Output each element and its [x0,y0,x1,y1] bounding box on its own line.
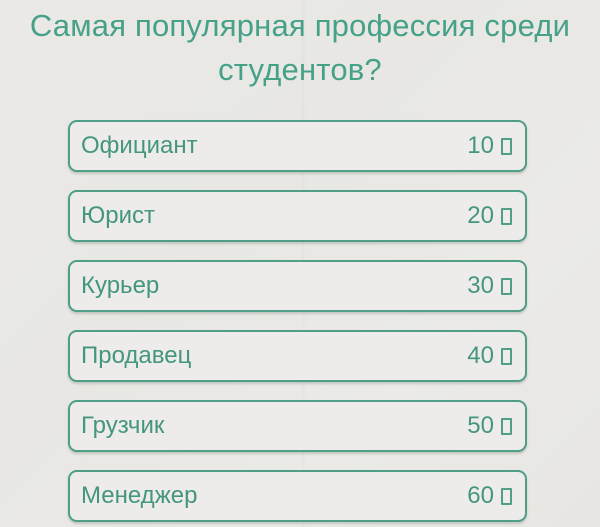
missing-glyph-box-icon [501,417,512,435]
answers-list: Официант 10 Юрист 20 Курьер 30 Продавец … [68,120,527,527]
answer-label: Официант [81,132,198,159]
missing-glyph-box-icon [501,207,512,225]
missing-glyph-box-icon [501,347,512,365]
answer-button-6[interactable]: Менеджер 60 [68,470,527,522]
missing-glyph-box-icon [501,277,512,295]
question-title: Самая популярная профессия среди студент… [29,8,571,87]
answer-button-1[interactable]: Официант 10 [68,120,527,172]
answer-label: Грузчик [81,412,165,439]
answer-points: 50 [467,412,494,439]
answer-points: 20 [467,202,494,229]
answer-points: 60 [467,482,494,509]
answer-button-2[interactable]: Юрист 20 [68,190,527,242]
answer-points: 10 [467,132,494,159]
answer-label: Юрист [81,202,155,229]
missing-glyph-box-icon [501,137,512,155]
answer-button-3[interactable]: Курьер 30 [68,260,527,312]
answer-points: 40 [467,342,494,369]
answer-button-4[interactable]: Продавец 40 [68,330,527,382]
answer-label: Курьер [81,272,160,299]
answer-button-5[interactable]: Грузчик 50 [68,400,527,452]
answer-points: 30 [467,272,494,299]
answer-label: Продавец [81,342,192,369]
missing-glyph-box-icon [501,487,512,505]
answer-label: Менеджер [81,482,198,509]
